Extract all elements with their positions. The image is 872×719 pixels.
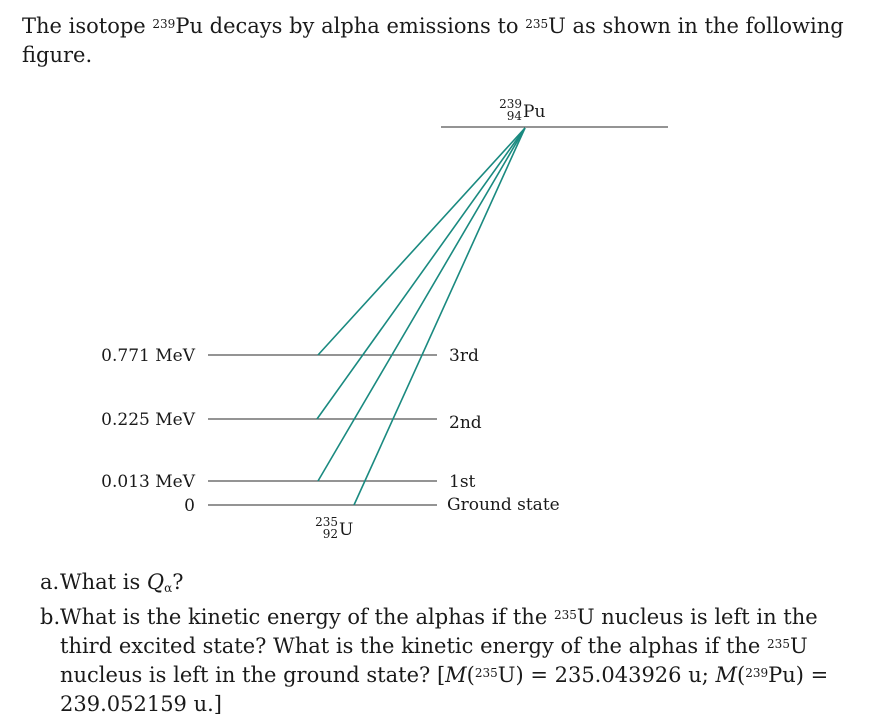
alpha-decay-line-2nd (316, 127, 526, 420)
question-a-text-2: ? (172, 570, 184, 594)
question-b-text-4: U) = 235.043926 u; (497, 663, 716, 687)
alpha-decay-line-ground (353, 127, 526, 506)
question-b-mass-1: 235 (553, 608, 577, 622)
energy-label-1st: 0.013 MeV (101, 472, 196, 492)
intro-text-2: Pu decays by alpha emissions to (175, 14, 526, 38)
pu-mass-number: 239 (152, 17, 176, 31)
question-b-mass-4: 239 (745, 666, 769, 680)
daughter-symbol: U (339, 520, 353, 540)
level-name-1st: 1st (449, 472, 476, 492)
question-b-label: b. (40, 605, 61, 629)
decay-scheme-diagram: 239 94 Pu 0.771 MeV 0.225 MeV 0.013 MeV … (101, 97, 668, 541)
problem-intro: The isotope 239Pu decays by alpha emissi… (22, 12, 852, 70)
q-symbol: Q (146, 570, 165, 594)
open-paren-2: ( (737, 663, 746, 687)
question-b-mass-2: 235 (767, 637, 790, 651)
mass-symbol-pu: M (715, 663, 737, 687)
question-b-text-1: What is the kinetic energy of the alphas… (60, 605, 554, 629)
question-a-text-1: What is (60, 570, 147, 594)
alpha-decay-line-3rd (317, 127, 526, 356)
daughter-atomic-number: 92 (323, 527, 338, 541)
parent-atomic-number: 94 (507, 109, 523, 123)
question-b: b. What is the kinetic energy of the alph… (40, 603, 855, 719)
open-paren-1: ( (466, 663, 475, 687)
level-name-2nd: 2nd (449, 413, 482, 433)
daughter-mass-number: 235 (315, 515, 338, 529)
u-mass-number: 235 (525, 17, 549, 31)
level-name-ground: Ground state (447, 495, 560, 515)
question-b-text-3: U nucleus is left in the ground state? [ (60, 634, 808, 687)
question-b-text-2: U nucleus is left in the third excited s… (60, 605, 818, 658)
intro-text-3: U as shown in the following figure. (22, 14, 844, 67)
question-a-label: a. (40, 570, 60, 594)
energy-label-ground: 0 (184, 496, 195, 516)
question-a: a. What is Qα? (40, 568, 855, 603)
mass-symbol-u: M (445, 663, 467, 687)
energy-label-2nd: 0.225 MeV (101, 410, 196, 430)
questions: a. What is Qα? b. What is the kinetic ener… (40, 568, 855, 719)
q-subscript-alpha: α (164, 581, 173, 595)
alpha-decay-line-1st (317, 127, 526, 482)
level-name-3rd: 3rd (449, 346, 479, 366)
energy-label-3rd: 0.771 MeV (101, 346, 196, 366)
parent-mass-number: 239 (499, 97, 522, 111)
intro-text-1: The isotope (22, 14, 153, 38)
parent-symbol: Pu (523, 102, 545, 122)
question-b-mass-3: 235 (474, 666, 498, 680)
